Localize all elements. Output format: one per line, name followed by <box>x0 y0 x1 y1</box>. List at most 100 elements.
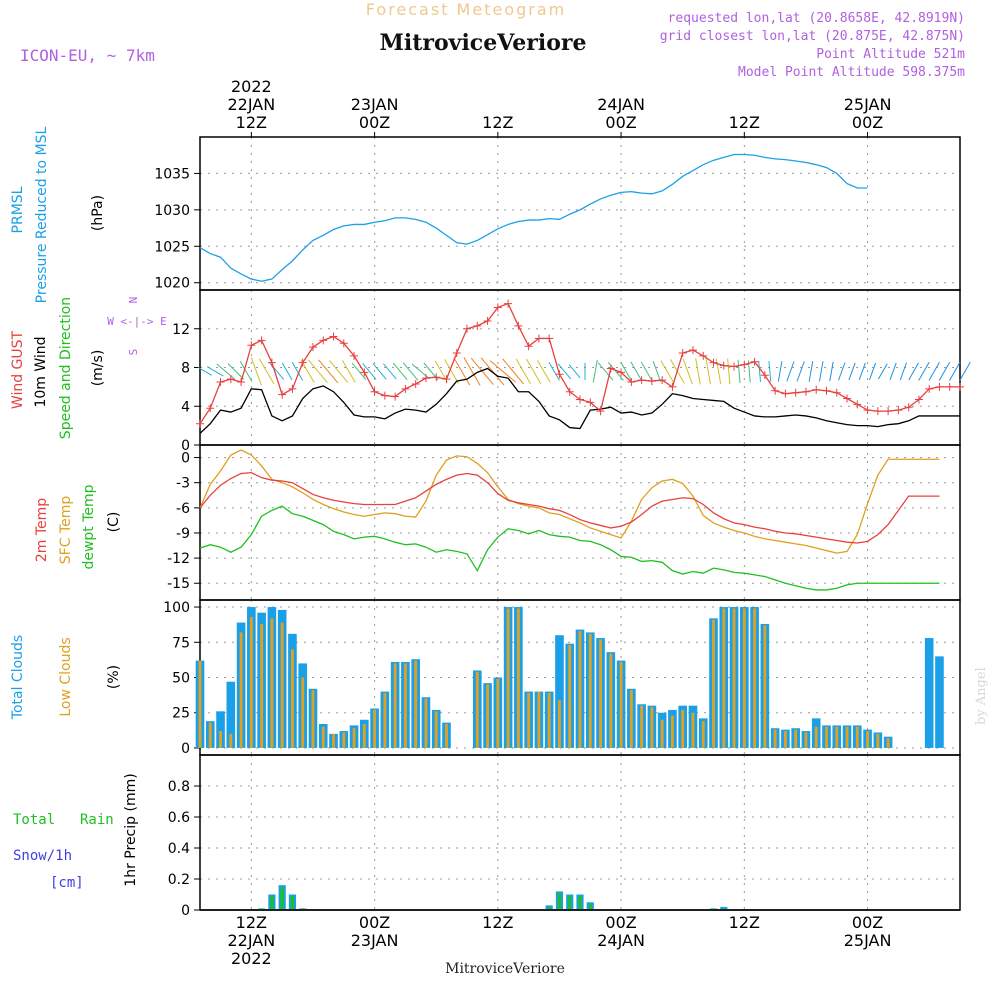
low-cloud-bar <box>629 690 633 748</box>
top-time-label: 23JAN <box>351 95 399 114</box>
temp-label-3: dewpt Temp <box>81 484 97 569</box>
total-cloud-bar <box>226 681 236 748</box>
wind-arrow <box>838 362 846 381</box>
wind-arrow <box>227 363 245 380</box>
wind-arrow <box>362 363 377 380</box>
wind-arrow <box>908 362 919 381</box>
top-time-label: 22JAN <box>227 95 275 114</box>
low-cloud-bar <box>393 663 397 748</box>
low-cloud-bar <box>506 608 510 748</box>
gust-marker <box>617 368 626 377</box>
gust-marker <box>237 378 246 387</box>
wind-arrow <box>453 357 471 386</box>
gust-marker <box>719 361 728 370</box>
wind-arrow <box>383 363 397 380</box>
low-cloud-bar <box>866 731 870 748</box>
low-cloud-bar <box>783 731 787 748</box>
legend-rain: Rain <box>80 812 114 828</box>
gust-marker <box>442 375 451 384</box>
gust-marker <box>863 406 872 415</box>
gust-marker <box>298 358 307 367</box>
low-cloud-bar <box>886 738 890 748</box>
low-cloud-bar <box>445 724 448 748</box>
low-cloud-bar <box>763 625 767 748</box>
low-cloud-bar <box>414 660 418 748</box>
precip-snow-bar <box>588 903 592 910</box>
y-tick-label: -6 <box>176 501 190 517</box>
wind-arrow <box>796 361 805 382</box>
low-cloud-bar <box>321 726 325 748</box>
gust-marker <box>473 321 482 330</box>
gust-marker <box>853 400 862 409</box>
wind-arrow <box>351 362 367 380</box>
gust-marker <box>843 394 852 403</box>
wind-arrow <box>786 361 795 382</box>
compass-s: S <box>127 349 140 356</box>
low-cloud-bar <box>619 662 623 748</box>
top-time-label: 00Z <box>359 113 390 132</box>
top-time-label: 12Z <box>236 113 267 132</box>
top-time-label: 00Z <box>605 113 636 132</box>
model-label: ICON-EU, ~ 7km <box>20 46 155 65</box>
total-cloud-bar <box>216 711 225 748</box>
wind-arrow <box>402 362 419 381</box>
wind-arrow <box>328 360 349 383</box>
low-cloud-bar <box>712 619 715 748</box>
y-tick-label: -15 <box>167 576 190 592</box>
total-cloud-bar <box>935 656 944 748</box>
low-cloud-bar <box>219 731 222 748</box>
wind-arrow <box>737 359 741 384</box>
low-cloud-bar <box>753 608 757 748</box>
compass-we: W <-|-> E <box>107 315 167 328</box>
gust-marker <box>452 348 461 357</box>
low-cloud-bar <box>373 709 377 748</box>
gust-marker <box>216 378 225 387</box>
wind-label-4: (m/s) <box>90 350 106 387</box>
low-cloud-bar <box>640 705 644 748</box>
wind-arrow <box>889 362 897 381</box>
gust-marker <box>740 360 749 369</box>
gust-marker <box>822 386 831 395</box>
panel-frame <box>199 754 961 911</box>
gust-marker <box>801 387 810 396</box>
gust-marker <box>832 388 841 397</box>
wind-arrow <box>308 359 328 383</box>
low-cloud-bar <box>249 616 253 748</box>
gust-marker <box>709 358 718 367</box>
wind-arrow <box>829 361 834 382</box>
low-cloud-bar <box>424 698 428 748</box>
precip-snow-bar <box>301 908 305 910</box>
wind-arrow <box>705 358 712 385</box>
y-tick-label: 1030 <box>154 203 190 219</box>
gust-marker <box>504 299 513 308</box>
pressure-label-2: Pressure Reduced to MSL <box>34 126 50 303</box>
dewpoint-line <box>199 505 940 591</box>
gust-marker <box>945 382 954 391</box>
low-cloud-bar <box>198 660 202 748</box>
low-cloud-bar <box>290 649 294 748</box>
low-cloud-bar <box>527 693 531 748</box>
temp-label-4: (C) <box>106 512 122 533</box>
gust-marker <box>586 398 595 407</box>
wind-arrow <box>858 362 866 381</box>
gust-marker <box>771 386 780 395</box>
top-time-label: 2022 <box>231 77 272 96</box>
low-cloud-bar <box>609 653 613 748</box>
gust-marker <box>360 368 369 377</box>
total-cloud-bar <box>555 635 564 748</box>
gust-marker <box>699 351 708 360</box>
point-altitude: Point Altitude 521m <box>816 47 965 62</box>
gust-marker <box>401 384 410 393</box>
y-tick-label: 0 <box>181 903 190 919</box>
wind-arrow <box>480 357 505 386</box>
wind-arrow <box>444 359 459 384</box>
low-cloud-bar <box>794 729 798 748</box>
t2m-line <box>199 471 940 544</box>
wind-arrow <box>695 358 701 385</box>
gust-marker <box>750 357 759 366</box>
precip-snow-bar <box>722 908 726 910</box>
gust-marker <box>524 342 533 351</box>
total-cloud-bar <box>924 638 934 748</box>
low-cloud-bar <box>650 707 654 748</box>
